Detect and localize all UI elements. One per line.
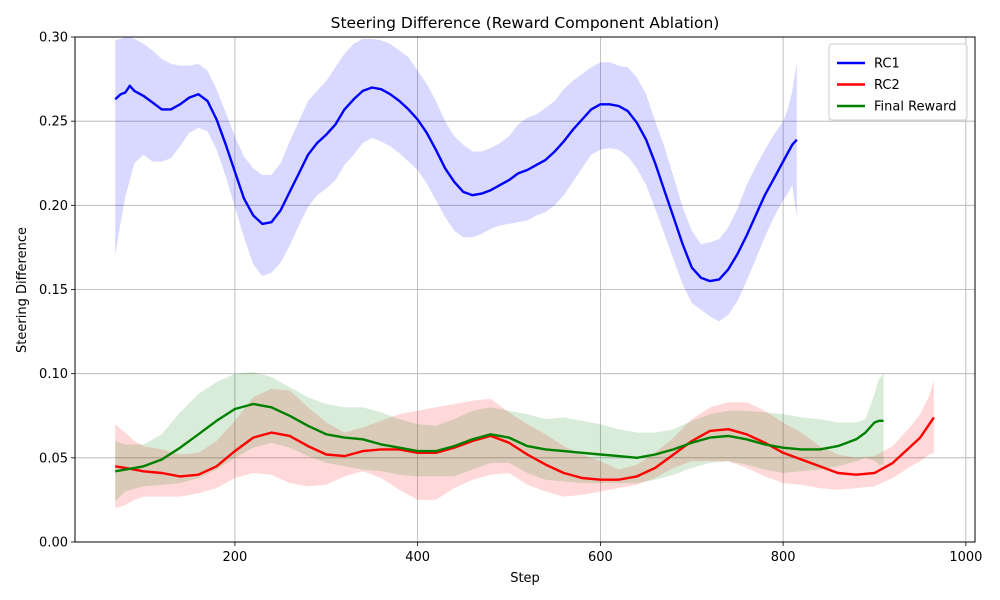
x-tick-label: 600 xyxy=(588,550,613,565)
series-lines xyxy=(114,84,935,481)
x-tick-label: 800 xyxy=(771,550,796,565)
y-tick-label: 0.20 xyxy=(39,199,68,214)
rc1-band xyxy=(115,37,797,322)
legend-label-rc2: RC2 xyxy=(874,78,900,93)
axis-ticks: 200 400 600 800 1000 0.00 0.05 0.10 0.15 0.20 0.25… xyxy=(39,31,982,566)
chart-title: Steering Difference (Reward Component Ab… xyxy=(331,14,720,32)
legend-label-rc1: RC1 xyxy=(874,57,900,72)
x-tick-label: 400 xyxy=(405,550,430,565)
y-tick-label: 0.15 xyxy=(39,283,68,298)
y-tick-label: 0.05 xyxy=(39,451,68,466)
rc1-line xyxy=(114,84,798,283)
x-tick-label: 200 xyxy=(222,550,247,565)
legend-label-final-reward: Final Reward xyxy=(874,100,957,115)
x-axis-label: Step xyxy=(510,571,540,586)
confidence-bands xyxy=(115,37,934,509)
final-reward-line xyxy=(115,402,884,473)
y-tick-label: 0.30 xyxy=(39,31,68,46)
y-tick-label: 0.10 xyxy=(39,367,68,382)
legend: RC1 RC2 Final Reward xyxy=(828,43,968,121)
y-tick-label: 0.00 xyxy=(39,536,68,551)
y-axis-label: Steering Difference xyxy=(15,227,30,353)
rc2-line xyxy=(115,416,935,481)
x-tick-label: 1000 xyxy=(949,550,982,565)
y-tick-label: 0.25 xyxy=(39,115,68,130)
